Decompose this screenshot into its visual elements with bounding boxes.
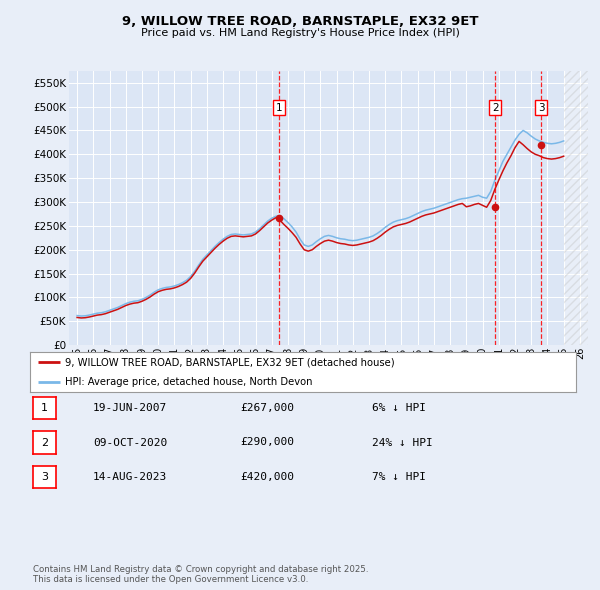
- Text: 09-OCT-2020: 09-OCT-2020: [93, 438, 167, 447]
- Text: 3: 3: [538, 103, 545, 113]
- Text: £267,000: £267,000: [240, 404, 294, 413]
- Text: 7% ↓ HPI: 7% ↓ HPI: [372, 472, 426, 481]
- Text: £290,000: £290,000: [240, 438, 294, 447]
- Text: 14-AUG-2023: 14-AUG-2023: [93, 472, 167, 481]
- Text: 9, WILLOW TREE ROAD, BARNSTAPLE, EX32 9ET (detached house): 9, WILLOW TREE ROAD, BARNSTAPLE, EX32 9E…: [65, 358, 395, 367]
- Text: 3: 3: [41, 472, 48, 481]
- Text: 9, WILLOW TREE ROAD, BARNSTAPLE, EX32 9ET: 9, WILLOW TREE ROAD, BARNSTAPLE, EX32 9E…: [122, 15, 478, 28]
- Text: 24% ↓ HPI: 24% ↓ HPI: [372, 438, 433, 447]
- Text: Contains HM Land Registry data © Crown copyright and database right 2025.
This d: Contains HM Land Registry data © Crown c…: [33, 565, 368, 584]
- Text: £420,000: £420,000: [240, 472, 294, 481]
- Text: 19-JUN-2007: 19-JUN-2007: [93, 404, 167, 413]
- Bar: [563, 71, 588, 345]
- Text: 2: 2: [41, 438, 48, 447]
- Text: Price paid vs. HM Land Registry's House Price Index (HPI): Price paid vs. HM Land Registry's House …: [140, 28, 460, 38]
- Text: 2: 2: [492, 103, 499, 113]
- Text: 6% ↓ HPI: 6% ↓ HPI: [372, 404, 426, 413]
- Text: 1: 1: [276, 103, 283, 113]
- Text: 1: 1: [41, 404, 48, 413]
- Text: HPI: Average price, detached house, North Devon: HPI: Average price, detached house, Nort…: [65, 378, 313, 387]
